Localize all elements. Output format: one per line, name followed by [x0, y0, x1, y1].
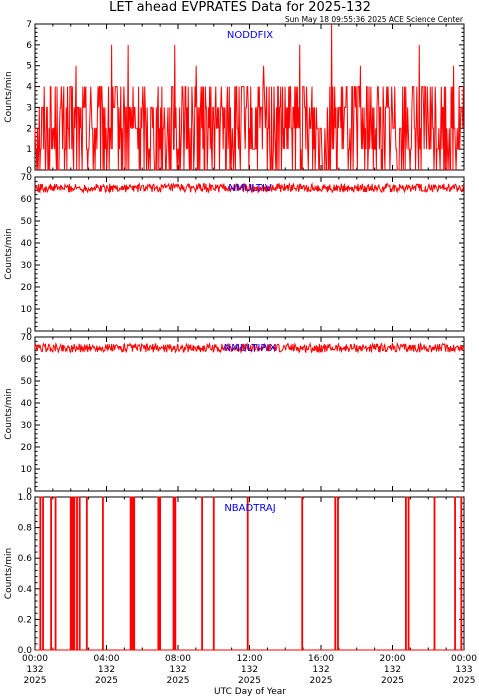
y-tick-label: 1.0 — [18, 493, 33, 503]
series-line — [34, 182, 465, 194]
x-tick-label: 132 — [169, 665, 186, 675]
y-tick-label: 40 — [21, 399, 33, 409]
y-axis-label: Counts/min — [4, 548, 14, 599]
y-tick-label: 0.0 — [18, 646, 33, 656]
x-tick-label: 00:00 — [22, 654, 48, 664]
y-axis-label: Counts/min — [4, 388, 14, 439]
x-tick-label: 2025 — [24, 676, 47, 686]
y-tick-label: 3 — [26, 103, 32, 113]
series-line — [34, 341, 465, 354]
panels-group: 0 1 2 3 4 5 6 7 Counts/min NODDFIX 0 10 20 30 40 50 60 70… — [4, 20, 465, 656]
y-tick-label: 0.6 — [18, 554, 33, 564]
plot-frame — [34, 496, 465, 651]
y-tick-label: 60 — [21, 195, 33, 205]
x-tick-label: 2025 — [95, 676, 118, 686]
x-axis-label: UTC Day of Year — [214, 687, 286, 697]
panel-3: 0 10 20 30 40 50 60 70 Counts/min NMULTIPIX — [4, 333, 465, 497]
plot-frame — [34, 336, 465, 492]
series-line — [34, 23, 464, 171]
y-tick-label: 0.2 — [18, 615, 32, 625]
x-tick-label: 2025 — [238, 676, 261, 686]
y-tick-label: 0.4 — [18, 585, 33, 595]
y-tick-label: 70 — [21, 173, 33, 183]
x-tick-label: 132 — [241, 665, 258, 675]
series-label: NODDFIX — [227, 30, 273, 41]
y-tick-label: 50 — [21, 377, 33, 387]
x-tick-label: 00:00 — [451, 654, 477, 664]
y-tick-label: 30 — [21, 261, 33, 271]
y-tick-label: 5 — [26, 62, 32, 72]
y-tick-label: 4 — [26, 83, 32, 93]
timestamp-label: Sun May 18 09:55:36 2025 ACE Science Cen… — [285, 15, 464, 24]
series-label: NMULTIV — [228, 183, 272, 194]
x-tick-label: 2025 — [310, 676, 333, 686]
panel-2: 0 10 20 30 40 50 60 70 Counts/min NMULTIV — [4, 173, 465, 337]
chart-title: LET ahead EVPRATES Data for 2025-132 — [109, 0, 371, 15]
y-tick-label: 40 — [21, 239, 33, 249]
x-tick-label: 132 — [26, 665, 43, 675]
x-tick-label: 16:00 — [308, 654, 334, 664]
x-tick-label: 132 — [312, 665, 329, 675]
y-tick-label: 7 — [26, 20, 32, 30]
x-tick-label: 2025 — [167, 676, 190, 686]
y-tick-label: 30 — [21, 421, 33, 431]
x-tick-label: 12:00 — [237, 654, 263, 664]
y-tick-label: 50 — [21, 217, 33, 227]
y-tick-label: 10 — [21, 305, 33, 315]
x-tick-label: 20:00 — [380, 654, 406, 664]
y-tick-label: 70 — [21, 333, 33, 343]
y-tick-label: 1 — [26, 145, 32, 155]
y-axis-label: Counts/min — [4, 228, 14, 279]
x-tick-label: 2025 — [453, 676, 476, 686]
x-tick-label: 133 — [455, 665, 472, 675]
x-tick-label: 04:00 — [94, 654, 120, 664]
y-tick-label: 10 — [21, 465, 33, 475]
y-axis-label: Counts/min — [4, 71, 14, 122]
y-tick-label: 60 — [21, 355, 33, 365]
series-label: NMULTIPIX — [224, 343, 277, 354]
series-line — [35, 496, 464, 651]
y-tick-label: 0 — [26, 166, 32, 176]
y-tick-label: 0 — [26, 327, 32, 337]
y-tick-label: 0.8 — [18, 524, 33, 534]
series-label: NBADTRAJ — [224, 503, 275, 514]
y-tick-label: 2 — [26, 124, 32, 134]
y-tick-label: 0 — [26, 487, 32, 497]
x-tick-label: 132 — [384, 665, 401, 675]
y-tick-label: 6 — [26, 41, 32, 51]
y-tick-label: 20 — [21, 443, 33, 453]
panel-1: 0 1 2 3 4 5 6 7 Counts/min NODDFIX — [4, 20, 465, 176]
x-tick-labels: 00:00132202504:00132202508:00132202512:0… — [22, 654, 477, 686]
x-tick-label: 08:00 — [165, 654, 191, 664]
x-tick-label: 132 — [98, 665, 115, 675]
x-tick-label: 2025 — [381, 676, 404, 686]
plot-frame — [34, 176, 465, 332]
panel-4: 0.0 0.2 0.4 0.6 0.8 1.0 Counts/min NBADTRAJ — [4, 493, 465, 656]
y-tick-label: 20 — [21, 283, 33, 293]
